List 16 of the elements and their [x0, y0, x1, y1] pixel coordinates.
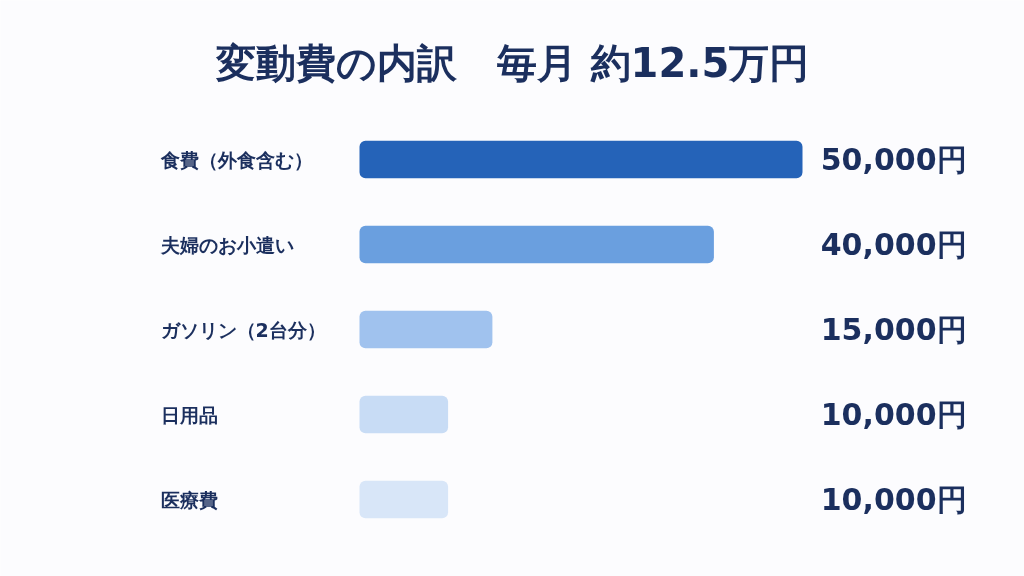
data-label: 15,000円: [820, 312, 967, 347]
data-label: 40,000円: [820, 227, 967, 262]
bar: [359, 395, 449, 434]
data-label: 10,000円: [820, 397, 967, 432]
y-tick-label: 医療費: [160, 488, 218, 511]
chart-title: 変動費の内訳 毎月 約12.5万円: [214, 39, 810, 86]
bar: [359, 140, 803, 179]
y-tick-label: ガソリン（2台分）: [160, 318, 326, 341]
bar: [359, 310, 493, 349]
y-tick-label: 日用品: [160, 403, 218, 426]
data-label: 50,000円: [820, 142, 967, 177]
bar: [359, 480, 449, 519]
y-tick-label: 食費（外食含む）: [159, 148, 313, 171]
bar: [359, 225, 714, 264]
data-label: 10,000円: [820, 482, 967, 517]
y-tick-label: 夫婦のお小遣い: [159, 233, 294, 256]
